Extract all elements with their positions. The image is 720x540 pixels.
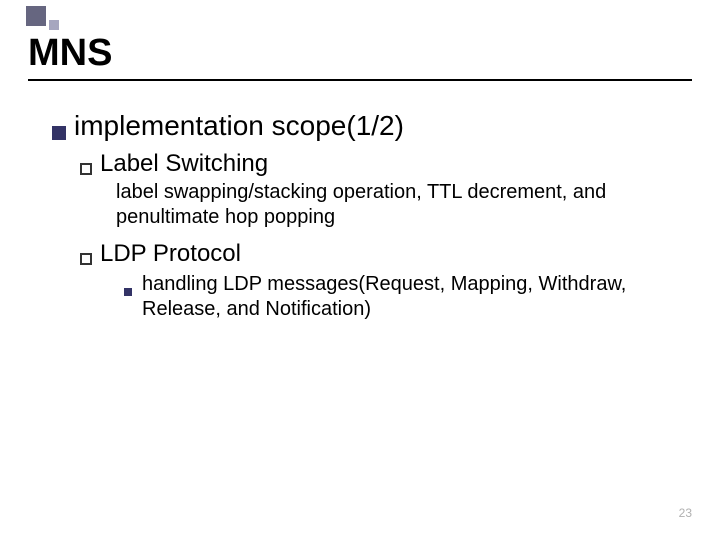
bullet-level1: implementation scope(1/2) (52, 110, 680, 142)
level4-text: handling LDP messages(Request, Mapping, … (142, 272, 680, 322)
square-bullet-icon (52, 126, 66, 140)
level3-text: label swapping/stacking operation, TTL d… (116, 180, 680, 230)
bullet-level2: Label Switching (80, 150, 680, 178)
bullet-level4: handling LDP messages(Request, Mapping, … (124, 272, 680, 322)
level3-body: label swapping/stacking operation, TTL d… (116, 180, 680, 230)
corner-square-large (26, 6, 46, 26)
level2-heading: Label Switching (100, 150, 268, 178)
hollow-square-icon (80, 253, 92, 265)
level1-text: implementation scope(1/2) (74, 110, 404, 142)
title-region: MNS (28, 32, 692, 81)
hollow-square-icon (80, 163, 92, 175)
slide: MNS implementation scope(1/2) Label Swit… (0, 0, 720, 540)
bullet-level2: LDP Protocol (80, 240, 680, 268)
tiny-square-icon (124, 288, 132, 296)
level2-heading: LDP Protocol (100, 240, 241, 268)
corner-square-small (49, 20, 59, 30)
page-number: 23 (679, 506, 692, 520)
content-area: implementation scope(1/2) Label Switchin… (52, 110, 680, 322)
slide-title: MNS (28, 32, 692, 75)
